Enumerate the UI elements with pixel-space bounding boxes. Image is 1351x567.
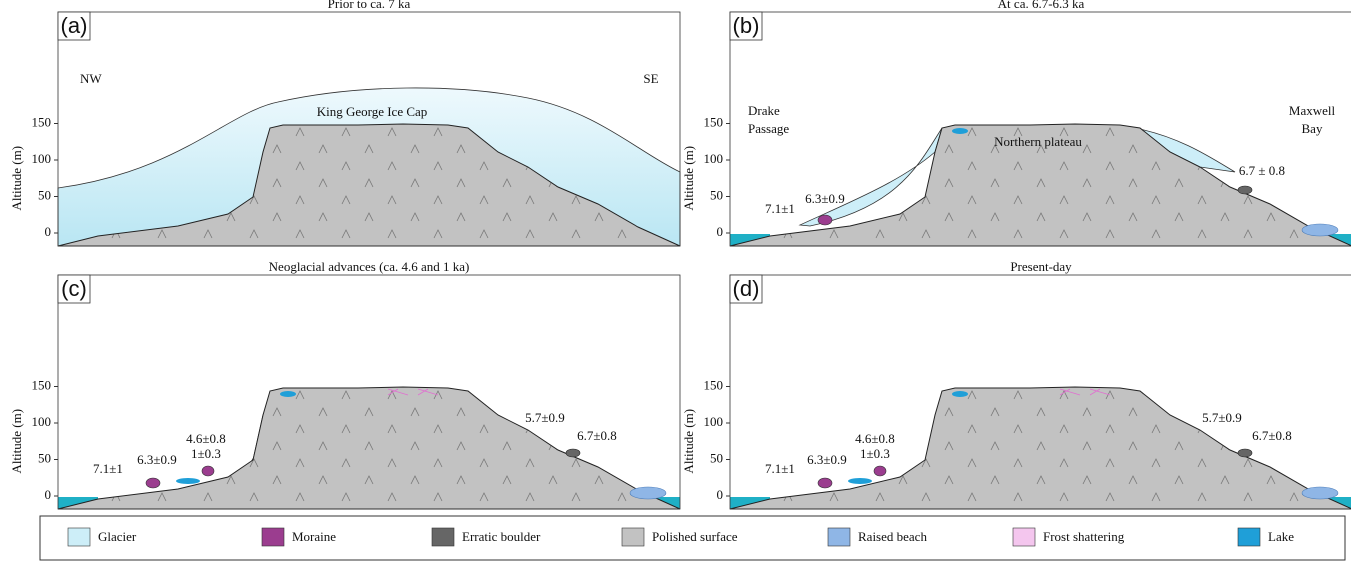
- panel-tag: (c): [61, 276, 87, 301]
- legend-icon: [1238, 528, 1260, 546]
- y-tick-label: 150: [32, 377, 52, 392]
- legend-label: Polished surface: [652, 529, 738, 544]
- y-tick-label: 0: [717, 487, 724, 502]
- legend-icon: [262, 528, 284, 546]
- label: 6.7±0.8: [577, 428, 617, 443]
- moraine: [202, 466, 214, 476]
- moraine: [818, 478, 832, 488]
- label: Northern plateau: [994, 134, 1082, 149]
- panel: (b) Drake Passage Maxwell Bay Northern platea…: [681, 12, 1351, 246]
- moraine: [818, 215, 832, 225]
- label: 7.1±1: [765, 461, 795, 476]
- label: 6.3±0.9: [807, 452, 847, 467]
- y-tick-label: 50: [710, 187, 723, 202]
- label: 4.6±0.8: [186, 431, 226, 446]
- label: Drake: [748, 103, 780, 118]
- moraine: [874, 466, 886, 476]
- y-tick-label: 150: [32, 114, 52, 129]
- y-tick-label: 100: [32, 414, 52, 429]
- label: King George Ice Cap: [317, 104, 428, 119]
- figure: Prior to ca. 7 ka (a) NW SE King George Ice …: [0, 0, 1351, 562]
- panel: (c) 7.1±1 6.3±0.9 4.6±0.81±0.3 5.7±0.9 6.7±0.…: [9, 275, 680, 509]
- lake: [952, 391, 968, 397]
- legend-label: Lake: [1268, 529, 1294, 544]
- y-axis-label: Altitude (m): [9, 146, 24, 211]
- label: Bay: [1302, 121, 1323, 136]
- terrain: [58, 387, 680, 509]
- legend-label: Raised beach: [858, 529, 927, 544]
- legend-label: Moraine: [292, 529, 336, 544]
- legend-label: Glacier: [98, 529, 137, 544]
- panel: (a) NW SE King George Ice Cap 0 50 100 150 Altit…: [9, 12, 680, 246]
- y-tick-label: 50: [38, 450, 51, 465]
- panel-title: Prior to ca. 7 ka: [328, 0, 411, 11]
- lake: [176, 478, 200, 484]
- panel-tag: (d): [733, 276, 760, 301]
- label: 1±0.3: [860, 446, 890, 461]
- panel-tag: (a): [61, 13, 88, 38]
- label: 7.1±1: [93, 461, 123, 476]
- y-tick-label: 0: [45, 487, 52, 502]
- panel-title: At ca. 6.7-6.3 ka: [998, 0, 1085, 11]
- moraine: [146, 478, 160, 488]
- y-tick-label: 50: [38, 187, 51, 202]
- label: 1±0.3: [191, 446, 221, 461]
- y-tick-label: 50: [710, 450, 723, 465]
- legend-icon: [622, 528, 644, 546]
- label: 6.3±0.9: [805, 191, 845, 206]
- lake: [952, 128, 968, 134]
- label: 7.1±1: [765, 201, 795, 216]
- y-axis-label: Altitude (m): [9, 409, 24, 474]
- label: NW: [80, 71, 102, 86]
- label: 6.7±0.8: [1252, 428, 1292, 443]
- legend-label: Erratic boulder: [462, 529, 541, 544]
- panel: (d) 7.1±1 6.3±0.9 4.6±0.81±0.3 5.7±0.9 6.7±0.…: [681, 275, 1351, 509]
- label: 6.3±0.9: [137, 452, 177, 467]
- label: 4.6±0.8: [855, 431, 895, 446]
- y-axis-label: Altitude (m): [681, 146, 696, 211]
- boulder: [1238, 186, 1252, 194]
- raised-beach: [1302, 224, 1338, 236]
- y-tick-label: 100: [704, 151, 724, 166]
- label: SE: [643, 71, 658, 86]
- y-tick-label: 0: [717, 224, 724, 239]
- lake: [280, 391, 296, 397]
- label: 5.7±0.9: [525, 410, 565, 425]
- terrain: [730, 387, 1351, 509]
- legend-label: Frost shattering: [1043, 529, 1125, 544]
- boulder: [566, 449, 580, 457]
- boulder: [1238, 449, 1252, 457]
- lake: [848, 478, 872, 484]
- raised-beach: [1302, 487, 1338, 499]
- y-tick-label: 100: [704, 414, 724, 429]
- label: 5.7±0.9: [1202, 410, 1242, 425]
- y-axis-label: Altitude (m): [681, 409, 696, 474]
- legend-icon: [432, 528, 454, 546]
- y-tick-label: 100: [32, 151, 52, 166]
- legend-icon: [1013, 528, 1035, 546]
- panel-title: Present-day: [1010, 259, 1072, 274]
- legend-icon: [828, 528, 850, 546]
- y-tick-label: 150: [704, 114, 724, 129]
- y-tick-label: 150: [704, 377, 724, 392]
- panel-tag: (b): [733, 13, 760, 38]
- raised-beach: [630, 487, 666, 499]
- label: Maxwell: [1289, 103, 1336, 118]
- legend-icon: [68, 528, 90, 546]
- label: Passage: [748, 121, 789, 136]
- y-tick-label: 0: [45, 224, 52, 239]
- label: 6.7 ± 0.8: [1239, 163, 1285, 178]
- panel-title: Neoglacial advances (ca. 4.6 and 1 ka): [269, 259, 470, 274]
